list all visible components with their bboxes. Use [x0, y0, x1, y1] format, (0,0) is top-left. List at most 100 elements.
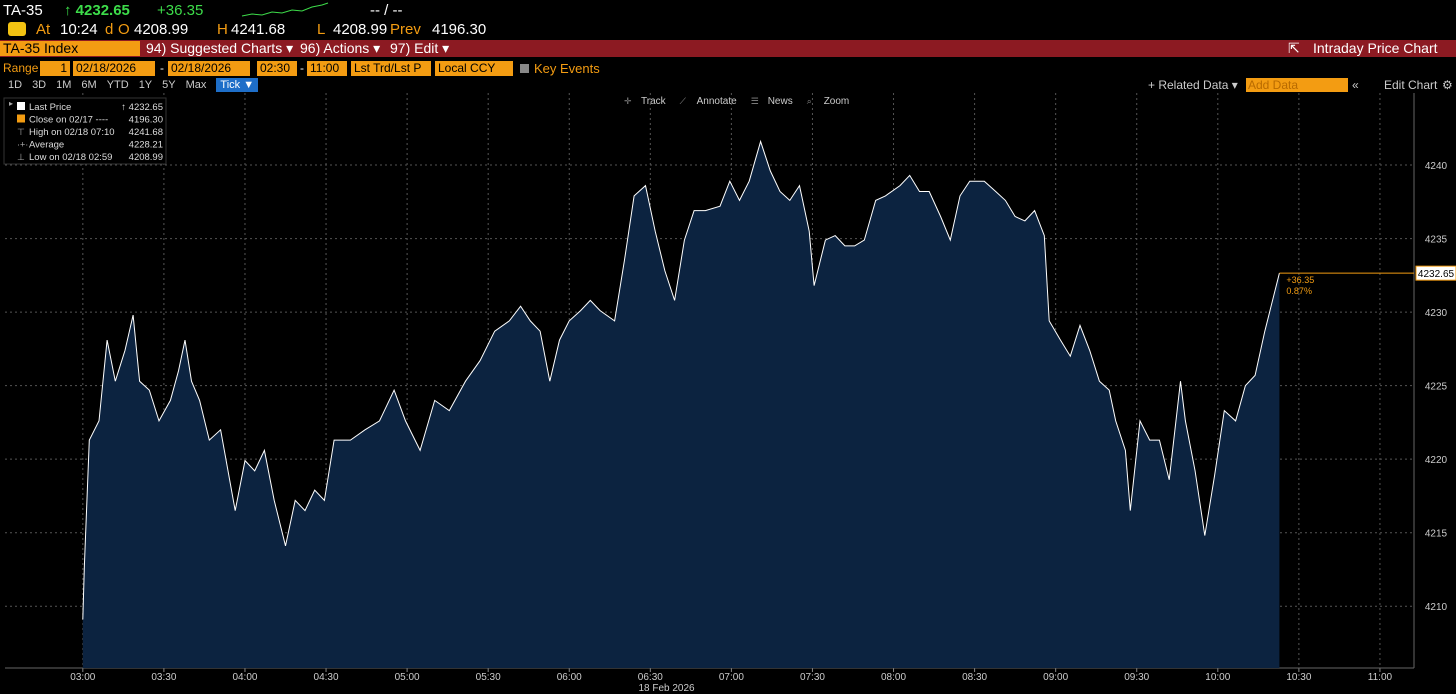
security-box[interactable]: TA-35 Index [0, 41, 140, 56]
sparkline [241, 2, 329, 17]
tool-icon: ☰ [751, 96, 759, 106]
label: d [105, 21, 114, 38]
x-tick-label: 08:00 [881, 672, 906, 683]
period-button[interactable]: Max [185, 79, 207, 91]
period-button[interactable]: YTD [106, 79, 129, 91]
legend-arrow: ▸ [9, 99, 13, 108]
legend-icon: ⊤ [17, 127, 25, 137]
period-button[interactable]: 1M [56, 79, 72, 91]
last-price: ↑ 4232.65 [64, 2, 130, 19]
y-tick-label: 4210 [1425, 602, 1448, 613]
x-tick-label: 05:00 [395, 672, 420, 683]
y-tick-label: 4230 [1425, 308, 1448, 319]
period-button[interactable]: Tick ▼ [216, 78, 259, 92]
price-line [82, 139, 1280, 620]
checkbox[interactable] [520, 64, 529, 73]
period-button[interactable]: 3D [32, 79, 47, 91]
label: At [36, 21, 51, 38]
legend-icon: ⊥ [17, 152, 25, 162]
legend: Last Price ↑ 4232.65 Close on 02/17 ---- 41… [3, 97, 167, 165]
x-tick-label: 04:00 [232, 672, 257, 683]
y-tick-label: 4240 [1425, 161, 1448, 172]
x-tick-label: 10:00 [1205, 672, 1230, 683]
label: H [217, 21, 228, 38]
x-tick-label: 07:00 [719, 672, 744, 683]
chart-name: Intraday Price Chart [1313, 40, 1438, 56]
x-tick-label: 11:00 [1368, 672, 1393, 683]
ticker: TA-35 [3, 2, 43, 19]
y-tick-label: 4235 [1425, 235, 1448, 246]
label: L [317, 21, 326, 38]
legend-label: Average [29, 140, 64, 151]
x-axis-label: 18 Feb 2026 [638, 683, 695, 694]
period-button[interactable]: 6M [81, 79, 97, 91]
y-tick-label: 4215 [1425, 529, 1448, 540]
chart-tool[interactable]: Track [641, 96, 667, 107]
x-tick-label: 03:30 [151, 672, 176, 683]
last-price-label: 4232.65 [1418, 269, 1455, 280]
dash: - [160, 61, 164, 75]
y-tick-label: 4220 [1425, 455, 1448, 466]
legend-value: 4208.99 [129, 152, 163, 163]
menu-item[interactable]: 94) Suggested Charts ▾ [146, 40, 294, 56]
add-data-input[interactable]: Add Data [1246, 78, 1348, 92]
menu-item[interactable]: 96) Actions ▾ [300, 40, 381, 56]
dropdown[interactable]: Lst Trd/Lst P [351, 61, 431, 76]
icon[interactable]: ⚙ [1442, 78, 1453, 92]
related-data[interactable]: + Related Data ▾ [1148, 78, 1238, 92]
change: +36.35 [157, 2, 204, 19]
legend-value: 4196.30 [129, 115, 163, 126]
period-button[interactable]: 1D [8, 79, 23, 91]
date-input[interactable]: 02/18/2026 [73, 61, 155, 76]
annotation: +36.35 [1286, 275, 1314, 285]
x-tick-label: 09:30 [1124, 672, 1149, 683]
chart-tool[interactable]: News [768, 96, 793, 107]
menu-item[interactable]: 97) Edit ▾ [390, 40, 450, 56]
legend-swatch [17, 102, 25, 110]
x-tick-label: 06:00 [557, 672, 582, 683]
period-button[interactable]: 5Y [162, 79, 176, 91]
key-events[interactable]: Key Events [534, 61, 600, 76]
time-input[interactable]: 11:00 [307, 61, 347, 76]
x-tick-label: 05:30 [476, 672, 501, 683]
legend-box [3, 97, 167, 165]
chart-tool[interactable]: Annotate [697, 96, 737, 107]
open: 4208.99 [134, 21, 189, 38]
legend-value: 4228.21 [129, 140, 163, 151]
tool-icon: ⌕ [807, 96, 812, 106]
range-input[interactable]: 1 [40, 61, 70, 76]
legend-label: Low on 02/18 02:59 [29, 152, 112, 163]
low: 4208.99 [333, 21, 388, 38]
y-tick-label: 4225 [1425, 382, 1448, 393]
menu-bar: TA-35 Index 94) Suggested Charts ▾ 96) A… [0, 40, 1456, 57]
x-tick-label: 09:00 [1043, 672, 1068, 683]
label: O [118, 21, 130, 38]
icon: ⇱ [1288, 40, 1300, 56]
dropdown[interactable]: Local CCY [435, 61, 513, 76]
time: 10:24 [60, 21, 98, 38]
day-range: -- / -- [370, 2, 403, 19]
x-tick-label: 08:30 [962, 672, 987, 683]
price-area [82, 141, 1280, 668]
x-tick-label: 03:00 [70, 672, 95, 683]
period-button[interactable]: 1Y [138, 79, 153, 91]
x-tick-label: 06:30 [638, 672, 663, 683]
x-tick-label: 10:30 [1286, 672, 1311, 683]
icon [8, 22, 26, 36]
date-input[interactable]: 02/18/2026 [168, 61, 250, 76]
annotation: 0.87% [1286, 286, 1312, 296]
range-label: Range [3, 61, 39, 75]
time-input[interactable]: 02:30 [257, 61, 297, 76]
last-price-tag [1415, 265, 1456, 281]
x-tick-label: 07:30 [800, 672, 825, 683]
legend-swatch [17, 114, 25, 123]
legend-value: ↑ 4232.65 [121, 102, 163, 113]
chart-tool[interactable]: Zoom [824, 96, 850, 107]
label: Prev [390, 21, 421, 38]
legend-icon: ·+· [17, 140, 28, 150]
tool-icon: ⟋ [680, 96, 687, 106]
edit-chart[interactable]: Edit Chart [1384, 78, 1438, 92]
x-tick-label: 04:30 [314, 672, 339, 683]
